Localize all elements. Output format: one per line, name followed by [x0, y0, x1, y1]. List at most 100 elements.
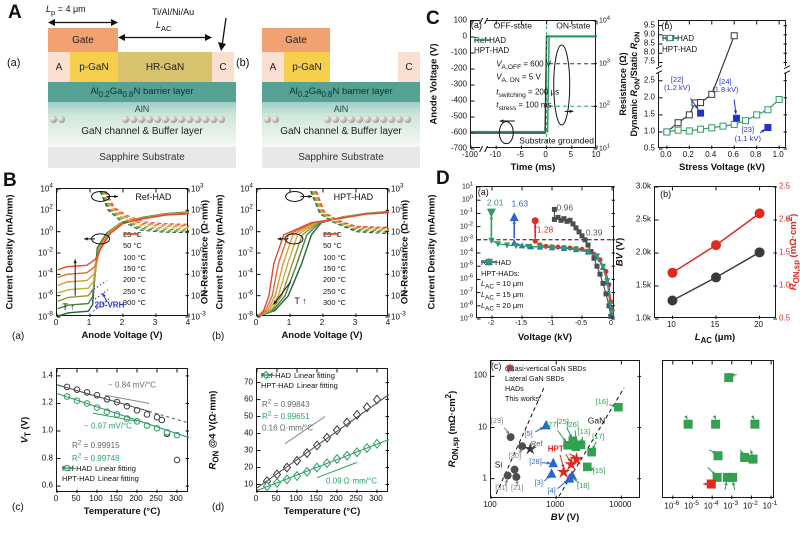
y-tick-label: -400 [450, 95, 467, 105]
x-tick-label: 10-5 [684, 500, 699, 511]
y-axis-label: RON,sp (mΩ·cm2) [443, 390, 461, 468]
plot-area: Ref-HAD Linear fitting HPT-HAD Linear fitti… [256, 368, 390, 493]
annotation: (b) [660, 188, 672, 199]
x-tick-label: 1 [286, 318, 292, 327]
x-tick-label: 4 [185, 318, 191, 327]
sub-panel-label: (d) [212, 502, 225, 513]
cathode-contact: C [398, 52, 420, 82]
annotation: (c) [490, 361, 502, 372]
y2-tick-label: 102 [191, 204, 204, 215]
annotation: GaN [587, 415, 606, 426]
annotation: [13] [577, 426, 591, 436]
annotation: VA,OFF = 600 V [496, 59, 552, 71]
electron-dot [372, 116, 379, 123]
lac-dimension-arrow [118, 34, 212, 41]
y2-tick-label: 103 [599, 57, 611, 68]
y-tick-label: 104 [240, 182, 253, 194]
x-axis-label: BV (V) [550, 512, 580, 523]
annotation: [24] (1.8 kV) [712, 76, 739, 94]
y-tick-label: 102 [40, 204, 53, 215]
y-tick-label: 2.5 [643, 75, 655, 85]
panel-letter-d: D [436, 168, 450, 189]
annotation: R2 = 0.99915 [72, 439, 120, 451]
annotation: tstress = 100 ms [496, 100, 552, 113]
annotation: [27] [545, 420, 559, 430]
y-tick-label: 10 [478, 422, 487, 432]
legend-item: LAC = 20 μm [481, 258, 523, 312]
y-tick-label: 100 [240, 225, 253, 236]
y-tick-label: 30 [244, 445, 253, 455]
2deg-dots [264, 116, 282, 124]
y-tick-label: 2.0k [635, 247, 651, 257]
x-axis-label: Time (ms) [510, 162, 556, 173]
x-tick-label: 10-6 [664, 500, 680, 511]
y-axis-label: Anode Voltage (V) [428, 43, 440, 125]
x-tick-label: -0.5 [574, 320, 588, 327]
dynamic-ron-axis-label: Dynamic RON/Static RON [629, 31, 642, 137]
y-tick-label: 10-1 [460, 207, 473, 218]
plot-area [654, 186, 777, 320]
annotation: HPT [547, 445, 564, 455]
x-axis-label: LAC (μm) [694, 332, 736, 345]
legend-item: HPT-HAD Linear fitting [62, 464, 139, 483]
y-tick-label: 10-4 [38, 268, 53, 279]
annotation: [4] [547, 485, 556, 495]
y-tick-label: 10-2 [238, 246, 253, 258]
y2-tick-label: 0.5 [779, 313, 791, 323]
y2-tick-label: 101 [391, 225, 404, 236]
annotation: [30] [508, 450, 522, 460]
legend-item: 300 °C [123, 233, 147, 307]
plot-area [662, 360, 774, 499]
x-tick-label: 1000 [546, 500, 565, 509]
y-tick-label: 10-7 [460, 286, 473, 297]
electron-dot [146, 116, 153, 123]
plot-area: Ref-HAD HPT-HAD [470, 17, 598, 153]
annotation: R2 = 0.99843 [262, 397, 310, 409]
resistance-axis-label: Resistance (Ω) [617, 52, 628, 116]
annotation: [18] [577, 480, 590, 490]
y2-tick-label: 2.5 [779, 181, 791, 191]
legend-item: 200 °C [323, 233, 347, 285]
annotation: T ↑ [294, 296, 307, 307]
y2-axis-label: RON,sp (mΩ·cm2) [784, 213, 800, 291]
x-tick-label: 15 [710, 320, 720, 329]
legend-item: 150 °C [323, 233, 347, 274]
electron-dot [50, 116, 57, 123]
y-tick-label: -500 [450, 111, 467, 121]
chart-dynamic-ron-ratio: Ref-HAD HPT-HAD 0.0 0.2 0.4 0.6 0.8 1.0 0.5 1.0 1.… [610, 4, 800, 173]
y-tick-label: 10 [244, 479, 253, 488]
y-tick-label: 10-5 [460, 260, 473, 270]
2deg-dots [122, 116, 234, 124]
y-tick-label: 70 [244, 377, 253, 387]
annotation: [28] [529, 456, 542, 466]
legend-item: 250 °C [123, 233, 147, 296]
legend-item: HPT-HADs: [481, 269, 520, 278]
y2-tick-label: 102 [599, 100, 611, 110]
electron-dot [194, 116, 201, 123]
x-tick-label: 4 [385, 318, 391, 327]
electron-dot [340, 116, 347, 123]
x-tick-label: 250 [349, 494, 363, 503]
annotation: [17] [592, 432, 605, 441]
anode-contact: A [262, 52, 284, 82]
y-axis-label: RON @4 V(Ω·mm) [207, 390, 221, 470]
x-tick-label: 0.4 [705, 150, 717, 159]
y-tick-label: 2.0 [643, 92, 655, 102]
plot-area: Quasi-vertical GaN SBDs Lateral GaN SBDs H… [490, 360, 641, 499]
x-tick-label: 100 [89, 494, 103, 503]
annotation: 1.28 [536, 223, 554, 234]
annotation: Ref [530, 438, 543, 448]
y2-tick-label: 10-3 [391, 310, 406, 322]
y2-tick-label: 101 [191, 225, 204, 236]
channel-layer: GaN channel & Buffer layer [262, 115, 420, 147]
y-tick-label: 10-8 [238, 310, 253, 322]
y-tick-label: 10-3 [460, 234, 473, 244]
electron-dot [186, 116, 193, 123]
x-tick-label: -1 [547, 320, 555, 327]
sub-panel-label: (b) [212, 331, 225, 342]
annotation: ON-state [556, 20, 591, 31]
